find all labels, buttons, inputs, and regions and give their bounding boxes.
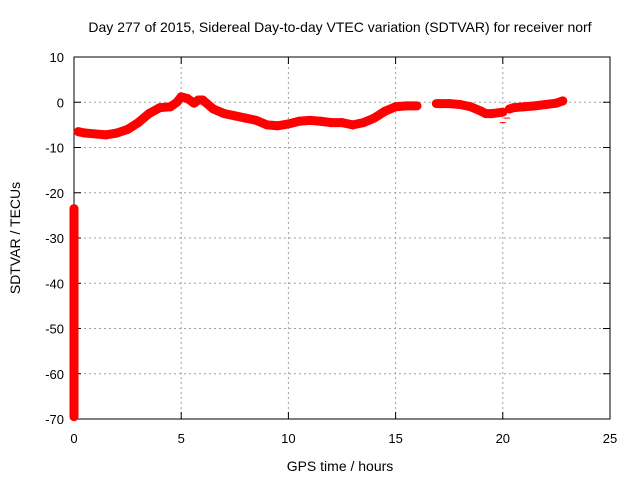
y-tick-label: -30 — [45, 231, 64, 246]
y-tick-label: -40 — [45, 276, 64, 291]
y-tick-label: -70 — [45, 412, 64, 427]
x-tick-label: 15 — [388, 431, 402, 446]
y-tick-label: -20 — [45, 186, 64, 201]
x-tick-label: 20 — [496, 431, 510, 446]
series-2 — [499, 117, 511, 124]
chart-title: Day 277 of 2015, Sidereal Day-to-day VTE… — [88, 19, 591, 35]
tick-labels: 0 5 10 15 20 25 -70 -60 -50 -40 -30 -20 -10 0 10 — [45, 50, 617, 446]
y-tick-label: -50 — [45, 322, 64, 337]
data-point — [71, 413, 77, 420]
y-tick-label: 10 — [50, 50, 64, 65]
y-tick-label: -60 — [45, 367, 64, 382]
series-0 — [73, 92, 422, 140]
grid — [74, 57, 610, 419]
x-tick-label: 25 — [603, 431, 617, 446]
data-point — [414, 102, 421, 109]
series-4 — [69, 204, 79, 422]
axis-ticks — [73, 56, 611, 420]
series-3 — [504, 96, 568, 114]
series-1 — [431, 99, 508, 119]
x-tick-label: 0 — [70, 431, 77, 446]
data-points — [69, 92, 568, 422]
y-tick-label: 0 — [57, 95, 64, 110]
y-axis-label: SDTVAR / TECUs — [7, 182, 23, 294]
x-tick-label: 10 — [281, 431, 295, 446]
y-tick-label: -10 — [45, 141, 64, 156]
data-point — [499, 109, 506, 116]
x-axis-label: GPS time / hours — [287, 458, 394, 474]
x-tick-label: 5 — [178, 431, 185, 446]
data-point — [559, 97, 566, 104]
